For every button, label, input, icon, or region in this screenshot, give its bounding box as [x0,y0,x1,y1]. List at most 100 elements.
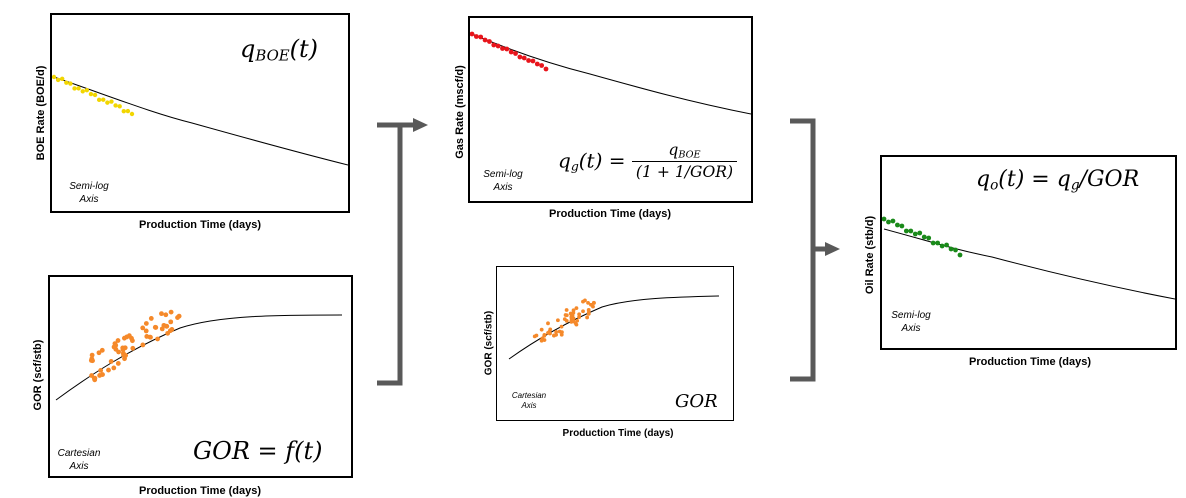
gas-data-point [539,63,545,68]
gor-mid-formula: GOR [675,391,718,412]
oil-data-point [957,252,963,258]
gor-left-data-point [155,336,160,342]
boe-x-axis-label: Production Time (days) [138,219,262,231]
gor-mid-data-point [559,324,564,329]
gor-mid-data-point [542,332,547,337]
gas-rate-plot-area [470,31,751,115]
gor-left-data-point [164,323,170,329]
boe-data-point [64,80,69,85]
gor-mid-data-point [573,321,578,326]
gor-mid-data-point [571,308,576,313]
gas-data-point [534,61,540,67]
boe-y-axis-label: BOE Rate (BOE/d) [35,65,47,161]
gor-left-data-point [96,350,102,356]
gas-data-point [543,66,549,72]
gor-left-plot-area [55,309,343,401]
gor-left-data-point [98,367,104,373]
boe-data-point [125,108,131,114]
arrow-to-gas-head [413,118,428,132]
boe-data-point [96,97,102,103]
oil-data-point [903,228,909,234]
boe-rate-plot-area [52,74,348,166]
boe-formula: qBOE(t) [240,35,319,65]
gor-left-data-point [175,315,180,320]
boe-axis-note: Semi-log Axis [69,181,109,205]
oil-decline-curve [883,228,1175,300]
gor-mid-data-point [540,336,545,341]
oil-y-axis-label: Oil Rate (stb/d) [864,215,876,295]
gor-left-data-point [89,352,95,358]
gor-mid-data-point [586,308,591,312]
gor-mid-data-point [577,315,582,319]
oil-data-point [944,242,949,248]
gas-data-point [504,46,510,52]
gas-data-point [470,31,475,37]
gor-left-data-point [121,335,127,341]
gas-axis-note: Semi-log Axis [483,169,523,193]
oil-data-point [930,240,936,246]
gor-mid-data-point [548,331,552,336]
gor-left-data-point [148,316,154,321]
gor-mid-data-point [585,315,590,320]
gor-mid-data-point [548,327,553,332]
gor-left-x-axis-label: Production Time (days) [138,485,262,497]
gas-data-point [530,58,536,64]
oil-data-point [908,228,914,234]
left-bracket-connector [377,122,403,386]
boe-data-point [121,109,126,114]
oil-data-point [935,240,941,246]
gor-mid-data-point [546,321,550,326]
boe-data-point [52,74,57,80]
gor-left-data-point [111,344,117,350]
gor-mid-data-point [563,313,568,317]
gor-left-data-point [115,338,121,343]
oil-formula: qo(t) = qg/GOR [976,167,1140,194]
gor-left-data-point [159,311,164,317]
oil-data-point [899,223,905,229]
gor-left-trend-curve [55,314,343,401]
gas-x-axis-label: Production Time (days) [548,208,672,220]
gor-left-y-axis-label: GOR (scf/stb) [32,339,44,411]
oil-rate-plot: qo(t) = qg/GOR Semi-log Axis [880,155,1177,350]
oil-data-point [917,230,923,236]
gas-formula: qg(t) = qBOE (1 + 1/GOR) [558,140,738,184]
gas-data-point [508,49,514,55]
gor-left-data-point [140,342,146,348]
gas-y-axis-label: Gas Rate (mscf/d) [454,65,466,159]
gor-mid-data-point [591,301,596,305]
oil-data-points [882,216,963,258]
gor-left-data-point [90,358,95,364]
oil-data-point [926,235,932,241]
boe-data-point [72,86,77,91]
gor-mid-data-point [556,318,560,323]
boe-data-point [60,76,65,81]
gor-left-data-point [163,312,169,318]
gor-left-data-point [120,345,126,351]
gor-left-data-point [168,319,174,325]
oil-rate-plot-area [882,216,1175,300]
gor-mid-data-point [539,327,544,332]
gor-mid-x-axis-label: Production Time (days) [562,428,674,439]
gor-left-data-point [129,335,134,341]
boe-data-point [113,103,118,108]
gor-left-data-point [144,334,150,339]
gor-mid-data-point [560,330,564,335]
gor-left-data-point [153,325,159,330]
gor-left-data-point [111,365,117,371]
gor-mid-data-point [562,317,567,322]
gor-mid-y-axis-label: GOR (scf/stb) [483,310,495,376]
gas-data-point [491,42,497,48]
right-bracket-connector [790,118,816,382]
boe-data-point [68,81,73,86]
gor-left-data-point [106,367,111,373]
oil-data-point [948,246,954,252]
gor-mid-axis-note: Cartesian Axis [511,391,547,410]
gor-left-data-point [108,359,114,364]
gor-mid-data-point [574,306,579,311]
gas-rate-plot: qg(t) = qBOE (1 + 1/GOR) Semi-log Axis [468,16,753,203]
gas-data-point [482,37,488,43]
gor-left-plot: GOR = f(t) Cartesian Axis [48,275,353,478]
gor-mid-data-point [581,299,585,304]
gor-mid-data-point [554,330,559,334]
gor-mid-data-point [564,308,569,312]
